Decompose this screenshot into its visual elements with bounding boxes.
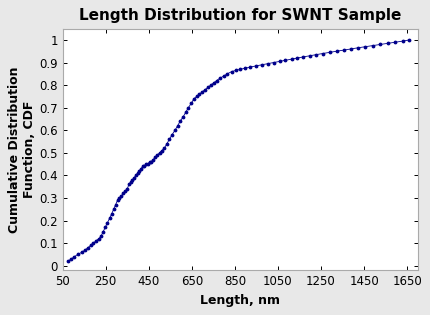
X-axis label: Length, nm: Length, nm — [200, 294, 280, 307]
Title: Length Distribution for SWNT Sample: Length Distribution for SWNT Sample — [79, 8, 400, 23]
Y-axis label: Cumulative Distribution
Function, CDF: Cumulative Distribution Function, CDF — [8, 66, 36, 233]
